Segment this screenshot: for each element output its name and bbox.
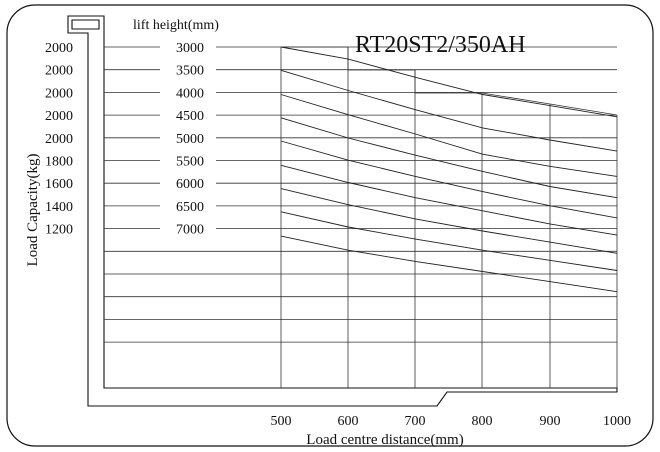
- lift-height-label-bg: [160, 128, 216, 145]
- capacity-curve-7000: [280, 235, 618, 293]
- capacity-curve-5500: [280, 164, 618, 236]
- lift-height-label-bg: [160, 219, 216, 236]
- capacity-curve-6000: [280, 188, 618, 254]
- x-tick-label: 600: [338, 414, 359, 429]
- capacity-label: 2000: [45, 64, 73, 79]
- capacity-label: 1800: [45, 155, 73, 170]
- lift-height-label: 3000: [176, 41, 204, 56]
- x-tick-label: 1000: [603, 414, 631, 429]
- lift-height-label-bg: [160, 151, 216, 168]
- row-labels: 2000 3000 2000 3500 2000 4000 2000 4500 2000 5000…: [45, 38, 216, 238]
- capacity-label: 2000: [45, 86, 73, 101]
- capacity-label: 1400: [45, 200, 73, 215]
- x-axis-title: Load centre distance(mm): [306, 432, 463, 448]
- capacity-curve-4000: [280, 94, 618, 177]
- lift-height-label: 6500: [176, 200, 204, 215]
- chart-frame: [6, 4, 654, 447]
- capacity-curve-3000: [280, 46, 618, 118]
- lift-height-label: 5500: [176, 155, 204, 170]
- capacity-label: 1600: [45, 177, 73, 192]
- lift-height-header: lift height(mm): [133, 18, 219, 33]
- chart-title: RT20ST2/350AH: [355, 32, 526, 58]
- x-tick-label: 800: [472, 414, 493, 429]
- capacity-label: 2000: [45, 132, 73, 147]
- lift-height-label: 6000: [176, 177, 204, 192]
- fork-outline: [67, 15, 618, 407]
- grid-top-outline: [281, 46, 618, 116]
- capacity-curve-3500: [280, 69, 618, 152]
- lift-height-label: 4000: [176, 86, 204, 101]
- lift-height-label: 7000: [176, 223, 204, 238]
- capacity-label: 1200: [45, 223, 73, 238]
- lift-height-label-bg: [160, 174, 216, 191]
- capacity-label: 2000: [45, 41, 73, 56]
- chart-grid: [104, 46, 618, 388]
- x-tick-label: 700: [405, 414, 426, 429]
- capacity-curves: [280, 46, 618, 293]
- lift-height-label-bg: [160, 196, 216, 213]
- lift-height-label-bg: [160, 83, 216, 100]
- lift-height-label: 4500: [176, 109, 204, 124]
- capacity-label: 2000: [45, 109, 73, 124]
- lift-height-label: 3500: [176, 64, 204, 79]
- lift-height-label: 5000: [176, 132, 204, 147]
- capacity-curve-4500: [280, 117, 618, 199]
- lift-height-label-bg: [160, 38, 216, 54]
- x-tick-label: 900: [540, 414, 561, 429]
- x-tick-label: 500: [271, 414, 292, 429]
- lift-height-label-bg: [160, 106, 216, 123]
- capacity-curve-5000: [280, 140, 618, 219]
- lift-height-label-bg: [160, 60, 216, 77]
- capacity-curve-6500: [280, 211, 618, 271]
- y-axis-title: Load Capacity(kg): [25, 154, 41, 267]
- x-tick-labels: 500 600 700 800 900 1000: [271, 414, 632, 429]
